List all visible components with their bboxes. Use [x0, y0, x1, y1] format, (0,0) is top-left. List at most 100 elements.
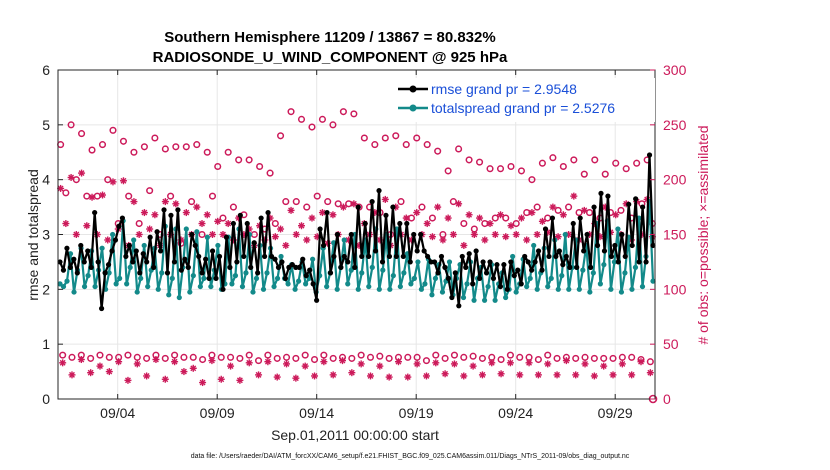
obs-possible-point [622, 165, 630, 173]
obs-possible-point [324, 198, 332, 206]
obs-assimilated-low-point [618, 360, 626, 368]
obs-assimilated-point [224, 220, 232, 228]
obs-assimilated-point [287, 206, 295, 214]
obs-possible-low-point [180, 353, 188, 361]
totalspread-point [439, 289, 446, 295]
totalspread-point [324, 283, 330, 290]
totalspread-point [197, 283, 203, 290]
obs-possible-point [318, 115, 327, 123]
obs-possible-point [67, 121, 75, 129]
x-axis-label: Sep.01,2011 00:00:00 start [271, 427, 439, 443]
obs-assimilated-low-point [413, 360, 421, 368]
obs-possible-point [282, 198, 290, 206]
totalspread-point [85, 273, 91, 279]
rmse-point [189, 231, 195, 238]
obs-possible-point [476, 158, 484, 166]
rmse-point [483, 270, 490, 276]
rmse-point [268, 253, 275, 260]
obs-assimilated-point [161, 198, 169, 206]
rmse-point [515, 267, 521, 273]
rmse-point [102, 270, 108, 276]
totalspread-point [446, 259, 453, 265]
totalspread-point [348, 267, 354, 273]
obs-possible-low-point [497, 355, 505, 364]
obs-assimilated-low-point [562, 357, 570, 365]
rmse-point [282, 275, 289, 281]
obs-assimilated-low-point [385, 373, 393, 381]
obs-assimilated-point [172, 200, 180, 208]
rmse-point [192, 242, 198, 249]
obs-possible-point [172, 143, 180, 151]
totalspread-point [376, 286, 382, 292]
obs-assimilated-low-point [450, 360, 458, 368]
totalspread-point [131, 237, 137, 243]
rmse-point [605, 193, 611, 199]
totalspread-point [127, 264, 133, 270]
obs-possible-point [130, 148, 138, 156]
obs-possible-point [470, 225, 478, 233]
obs-possible-point [538, 159, 546, 167]
obs-possible-low-point [590, 354, 598, 362]
totalspread-point [57, 281, 63, 287]
obs-possible-point [57, 141, 65, 149]
obs-possible-low-point [544, 351, 552, 359]
rmse-point [542, 226, 549, 232]
rmse-point [619, 231, 625, 238]
obs-assimilated-low-point [544, 360, 552, 368]
obs-possible-point [580, 170, 588, 178]
obs-possible-low-point [105, 353, 113, 361]
rmse-point [525, 259, 531, 265]
totalspread-point [271, 283, 277, 290]
totalspread-point [555, 286, 561, 292]
rmse-point [206, 275, 212, 281]
obs-possible-point [591, 156, 599, 164]
obs-assimilated-low-point [143, 372, 151, 380]
obs-possible-point [203, 148, 211, 156]
obs-assimilated-point [198, 220, 206, 228]
totalspread-point [597, 281, 603, 287]
totalspread-point [510, 253, 516, 260]
obs-possible-point [455, 145, 463, 153]
obs-possible-point [161, 145, 169, 153]
rmse-point [296, 264, 302, 270]
obs-possible-point [528, 176, 536, 184]
totalspread-point [264, 270, 270, 276]
rmse-point [477, 275, 483, 281]
rmse-point [633, 196, 639, 202]
obs-assimilated-low-point [152, 356, 160, 364]
y-tick-label: 4 [42, 172, 50, 188]
rmse-point [251, 240, 257, 246]
obs-possible-low-point [422, 357, 431, 365]
obs-possible-point [402, 141, 410, 149]
obs-possible-low-point [432, 351, 440, 359]
totalspread-point [341, 237, 347, 243]
totalspread-point [485, 283, 491, 290]
obs-assimilated-point [329, 211, 337, 219]
series-lines [57, 152, 656, 312]
rmse-point [504, 286, 510, 292]
totalspread-point [397, 283, 403, 290]
obs-possible-low-point [404, 353, 412, 361]
totalspread-point [60, 283, 67, 290]
totalspread-point [71, 289, 77, 295]
rmse-point [57, 259, 63, 265]
totalspread-point [208, 283, 214, 290]
rmse-point [594, 242, 601, 249]
rmse-point [168, 212, 174, 218]
rmse-point [574, 264, 580, 270]
obs-possible-low-point [133, 353, 141, 361]
obs-possible-point [502, 214, 510, 222]
totalspread-point [608, 286, 614, 292]
legend: rmse grand pr = 2.9548 totalspread grand… [395, 78, 655, 122]
obs-possible-point [633, 159, 641, 167]
obs-possible-point [565, 203, 573, 211]
obs-assimilated-low-point [105, 368, 113, 376]
y-tick-label: 3 [42, 227, 50, 243]
obs-assimilated-point [481, 236, 489, 244]
obs-assimilated-point [219, 231, 227, 238]
obs-possible-point [140, 143, 148, 151]
totalspread-point [576, 286, 582, 292]
obs-assimilated-low-point [189, 364, 197, 372]
obs-assimilated-low-point [553, 371, 561, 379]
totalspread-point [310, 256, 316, 262]
